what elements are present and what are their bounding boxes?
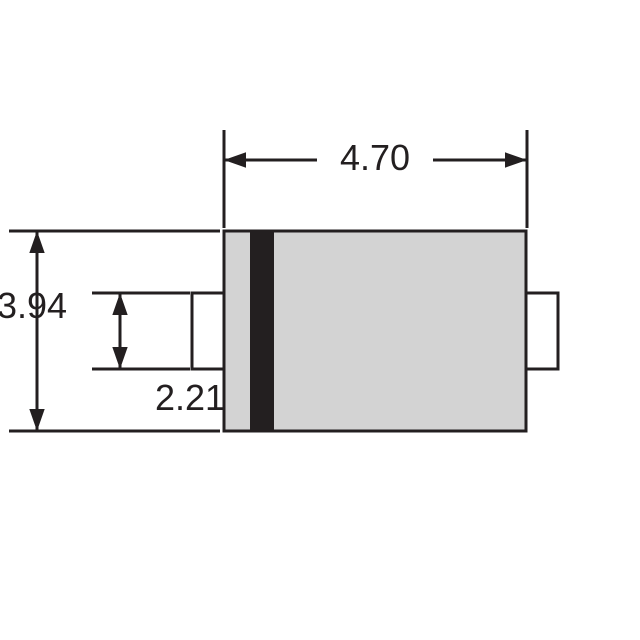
cathode-band [250, 231, 274, 431]
dimension-width-label: 4.70 [340, 137, 410, 178]
dimension-lead-height-label: 2.21 [155, 377, 225, 418]
dimension-height-label: 3.94 [0, 285, 67, 326]
lead-right [526, 293, 558, 369]
lead-left [192, 293, 224, 369]
dimension-width: 4.70 [224, 130, 527, 228]
